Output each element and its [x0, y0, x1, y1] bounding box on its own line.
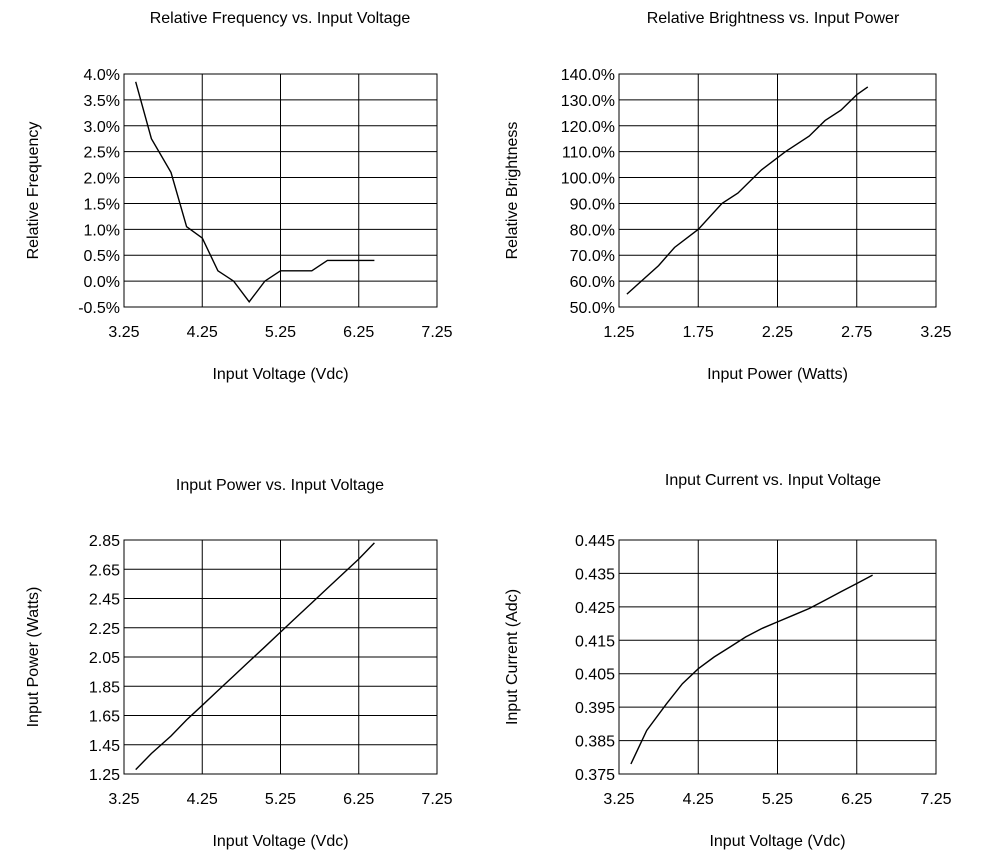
x-tick-label: 4.25: [187, 324, 218, 341]
x-axis-label: Input Power (Watts): [707, 366, 848, 383]
y-tick-label: 1.0%: [84, 222, 120, 239]
y-tick-label: 4.0%: [84, 67, 120, 84]
plot-area-frame: [123, 539, 438, 775]
x-tick-label: 6.25: [841, 791, 872, 808]
y-tick-label: 50.0%: [570, 300, 615, 317]
y-tick-label: 1.5%: [84, 196, 120, 213]
y-tick-label: 2.65: [89, 562, 120, 579]
y-tick-label: 1.45: [89, 738, 120, 755]
x-tick-label: 7.25: [421, 791, 452, 808]
chart-title: Relative Frequency vs. Input Voltage: [150, 10, 411, 27]
y-tick-label: 0.385: [575, 734, 615, 751]
y-tick-label: 0.405: [575, 667, 615, 684]
x-tick-label: 2.25: [762, 324, 793, 341]
y-tick-label: 3.5%: [84, 93, 120, 110]
y-tick-label: 0.415: [575, 633, 615, 650]
x-tick-label: 3.25: [108, 791, 139, 808]
x-tick-label: 3.25: [920, 324, 951, 341]
y-tick-label: 0.435: [575, 566, 615, 583]
x-tick-label: 7.25: [421, 324, 452, 341]
y-tick-label: 2.5%: [84, 145, 120, 162]
y-axis-label: Input Power (Watts): [25, 587, 42, 728]
x-tick-label: 5.25: [265, 791, 296, 808]
x-tick-label: 4.25: [683, 791, 714, 808]
x-tick-label: 5.25: [762, 791, 793, 808]
y-tick-label: 1.25: [89, 767, 120, 784]
y-tick-label: 110.0%: [562, 145, 615, 162]
y-tick-label: 0.395: [575, 700, 615, 717]
series-line: [626, 86, 869, 295]
y-tick-label: 140.0%: [561, 67, 615, 84]
plot-area-frame: [123, 73, 438, 308]
chart-title: Relative Brightness vs. Input Power: [647, 10, 900, 27]
y-axis-label: Relative Frequency: [25, 122, 42, 260]
y-tick-label: 2.25: [89, 621, 120, 638]
y-tick-label: 0.0%: [84, 274, 120, 291]
series-line: [135, 81, 375, 303]
y-tick-label: 2.45: [89, 592, 120, 609]
x-axis-label: Input Voltage (Vdc): [212, 366, 348, 383]
series-line: [630, 574, 873, 765]
x-tick-label: 2.75: [841, 324, 872, 341]
chart-title: Input Current vs. Input Voltage: [665, 472, 881, 489]
x-tick-label: 3.25: [108, 324, 139, 341]
y-tick-label: 70.0%: [570, 248, 615, 265]
y-tick-label: 2.0%: [84, 171, 120, 188]
x-axis-label: Input Voltage (Vdc): [709, 833, 845, 850]
y-tick-label: 1.65: [89, 709, 120, 726]
series-line: [135, 542, 375, 771]
x-tick-label: 6.25: [343, 791, 374, 808]
y-tick-label: 80.0%: [570, 222, 615, 239]
y-tick-label: 60.0%: [570, 274, 615, 291]
y-tick-label: 0.375: [575, 767, 615, 784]
x-tick-label: 1.25: [603, 324, 634, 341]
y-tick-label: 1.85: [89, 679, 120, 696]
y-tick-label: 0.425: [575, 600, 615, 617]
chart-title: Input Power vs. Input Voltage: [176, 477, 384, 494]
y-tick-label: 0.5%: [84, 248, 120, 265]
x-tick-label: 7.25: [920, 791, 951, 808]
chart-input-current: Input Current vs. Input Voltage 0.375 0.38…: [504, 472, 952, 850]
y-tick-label: 0.445: [575, 533, 615, 550]
plot-area-frame: [618, 539, 937, 775]
x-tick-label: 5.25: [265, 324, 296, 341]
chart-input-power: Input Power vs. Input Voltage 1.25 1.45 1.6…: [25, 477, 453, 850]
y-tick-label: 100.0%: [561, 171, 615, 188]
y-tick-label: 120.0%: [561, 119, 615, 136]
y-tick-label: 130.0%: [561, 93, 615, 110]
y-tick-label: -0.5%: [78, 300, 120, 317]
y-tick-label: 90.0%: [570, 196, 615, 213]
y-tick-label: 3.0%: [84, 119, 120, 136]
x-tick-label: 6.25: [343, 324, 374, 341]
chart-relative-brightness: Relative Brightness vs. Input Power 50.0%…: [504, 10, 952, 383]
x-tick-label: 1.75: [683, 324, 714, 341]
x-axis-label: Input Voltage (Vdc): [212, 833, 348, 850]
chart-relative-frequency: Relative Frequency vs. Input Voltage -0.5…: [25, 10, 453, 383]
y-tick-label: 2.05: [89, 650, 120, 667]
y-axis-label: Relative Brightness: [504, 122, 521, 260]
x-tick-label: 3.25: [603, 791, 634, 808]
x-tick-label: 4.25: [187, 791, 218, 808]
y-axis-label: Input Current (Adc): [504, 589, 521, 725]
y-tick-label: 2.85: [89, 533, 120, 550]
plot-area-frame: [618, 73, 937, 308]
